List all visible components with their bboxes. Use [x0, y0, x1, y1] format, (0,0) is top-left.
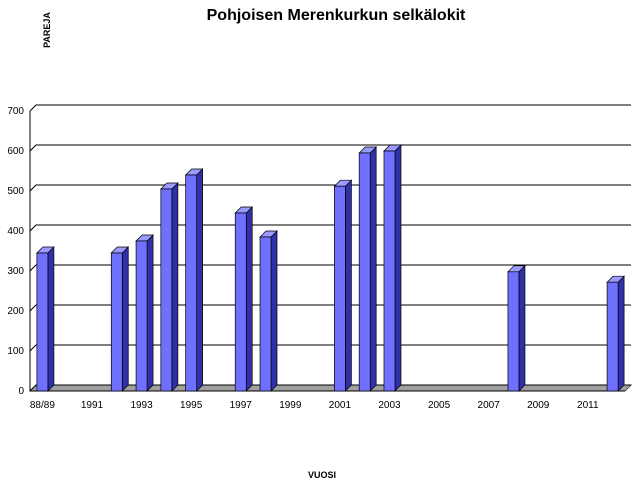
bar — [334, 185, 346, 392]
bar — [160, 188, 173, 392]
x-axis-title: VUOSI — [308, 470, 336, 480]
y-tick-label: 100 — [7, 346, 24, 357]
bar — [507, 271, 520, 392]
grid-line — [29, 264, 631, 272]
grid-line — [29, 184, 631, 192]
bar — [259, 236, 272, 392]
bar-side — [121, 246, 129, 392]
bar-side — [47, 246, 55, 392]
bar-side — [196, 168, 203, 392]
grid-line — [29, 104, 631, 112]
y-axis-title: PAREJA — [42, 12, 52, 48]
x-tick-label: 2009 — [527, 400, 550, 411]
bar — [185, 174, 197, 392]
y-tick-label: 400 — [7, 226, 24, 237]
y-tick-label: 600 — [7, 146, 24, 157]
x-tick-label: 1995 — [180, 400, 203, 411]
bar — [110, 252, 123, 392]
x-tick-label: 1993 — [130, 400, 153, 411]
x-tick-label: 88/89 — [30, 400, 55, 411]
y-tick-label: 300 — [7, 266, 24, 277]
chart-title: Pohjoisen Merenkurkun selkälokit — [207, 7, 466, 24]
y-tick-label: 0 — [18, 386, 24, 397]
bar — [234, 212, 247, 392]
y-tick-label: 500 — [7, 186, 24, 197]
bar-side — [270, 230, 278, 392]
bar-side — [617, 275, 625, 392]
y-tick-label: 200 — [7, 306, 24, 317]
bar-side — [146, 234, 154, 392]
grid-line — [29, 344, 631, 352]
grid-line — [29, 304, 631, 312]
bar-side — [171, 182, 179, 392]
bar — [36, 252, 49, 392]
y-tick-label: 700 — [7, 106, 24, 117]
bar — [383, 150, 396, 392]
bar-side — [369, 146, 377, 392]
bar — [606, 281, 619, 392]
x-tick-label: 2003 — [378, 400, 401, 411]
grid-line — [29, 144, 631, 152]
bar-side — [394, 144, 402, 392]
grid-line — [29, 224, 631, 232]
bar — [135, 240, 148, 392]
x-tick-label: 2005 — [428, 400, 451, 411]
x-tick-label: 1999 — [279, 400, 302, 411]
x-tick-label: 1997 — [230, 400, 253, 411]
x-tick-label: 1991 — [81, 400, 104, 411]
x-tick-label: 2001 — [329, 400, 352, 411]
bar — [358, 152, 371, 392]
x-tick-label: 2007 — [478, 400, 501, 411]
bar-side — [518, 264, 526, 392]
grid-line — [29, 384, 631, 392]
bar-side — [345, 179, 352, 392]
x-tick-label: 2011 — [577, 400, 599, 411]
bar-side — [245, 206, 253, 392]
